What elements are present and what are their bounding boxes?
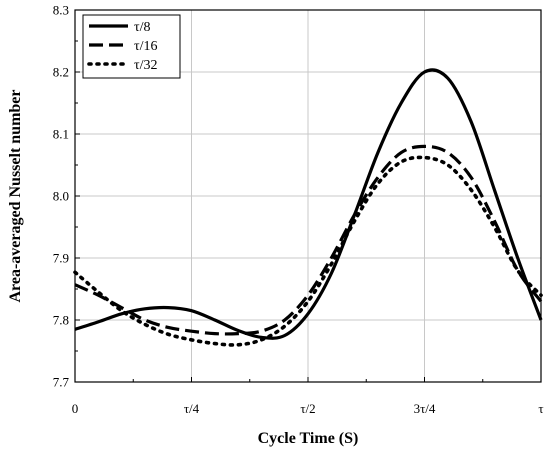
y-axis-title: Area-averaged Nusselt number [7,89,24,302]
legend: τ/8 τ/16 τ/32 [82,14,181,79]
y-tick-label-4: 8.1 [53,127,69,142]
y-tick-label-6: 8.3 [53,3,69,18]
series-line-3 [73,155,543,347]
y-tick-label-2: 7.9 [53,251,69,266]
x-tick-label-4: τ [538,401,543,416]
legend-label-1: τ/8 [134,20,151,35]
axis-ticks: 0 τ/4 τ/2 3τ/4 τ 7.7 7.8 7.9 8.0 8.1 8.2 8.3 [53,3,544,417]
x-tick-label-0: 0 [72,401,79,416]
legend-label-3: τ/32 [134,58,158,73]
x-axis-title: Cycle Time (S) [258,430,359,447]
y-tick-label-5: 8.2 [53,65,69,80]
x-tick-label-3: 3τ/4 [414,401,436,416]
y-tick-label-1: 7.8 [53,313,69,328]
x-tick-label-1: τ/4 [184,401,200,416]
x-tick-label-2: τ/2 [300,401,315,416]
y-tick-label-0: 7.7 [53,375,70,390]
series-lines [73,68,543,347]
series-line-2 [74,144,543,336]
series-line-1 [74,68,543,340]
y-tick-label-3: 8.0 [53,189,69,204]
legend-label-2: τ/16 [134,39,158,54]
